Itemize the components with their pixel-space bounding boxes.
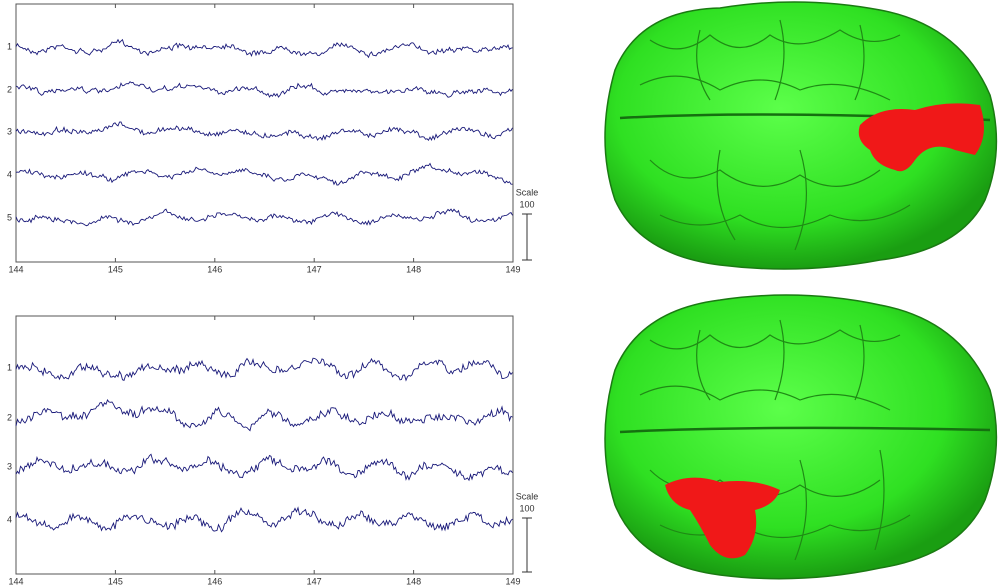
channel-label: 4 — [7, 514, 12, 524]
scale-label: Scale — [516, 491, 539, 501]
figure: 144 145 146 147 148 149 1 2 3 4 5 Scale 100 144 145 146… — [0, 0, 1000, 588]
x-tick-label: 144 — [8, 264, 23, 274]
x-tick-label: 144 — [8, 576, 23, 586]
x-tick-label: 145 — [108, 264, 123, 274]
scale-label: Scale — [516, 187, 539, 197]
channel-label: 5 — [7, 212, 12, 222]
channel-label: 1 — [7, 41, 12, 51]
x-tick-label: 145 — [108, 576, 123, 586]
x-tick-label: 147 — [307, 576, 322, 586]
channel-label: 3 — [7, 126, 12, 136]
scale-value: 100 — [519, 503, 534, 513]
x-tick-label: 148 — [406, 264, 421, 274]
x-tick-label: 149 — [505, 576, 520, 586]
channel-label: 1 — [7, 362, 12, 372]
scale-value: 100 — [519, 199, 534, 209]
x-tick-label: 146 — [207, 264, 222, 274]
page: 144 145 146 147 148 149 1 2 3 4 5 Scale 100 144 145 146… — [0, 0, 1000, 588]
channel-label: 4 — [7, 169, 12, 179]
x-tick-label: 146 — [207, 576, 222, 586]
plot-frame — [16, 316, 513, 574]
channel-label: 2 — [7, 412, 12, 422]
channel-label: 2 — [7, 84, 12, 94]
x-tick-label: 149 — [505, 264, 520, 274]
channel-label: 3 — [7, 461, 12, 471]
brain-render-top — [605, 2, 996, 269]
x-tick-label: 148 — [406, 576, 421, 586]
brain-render-bottom — [605, 295, 996, 579]
x-tick-label: 147 — [307, 264, 322, 274]
